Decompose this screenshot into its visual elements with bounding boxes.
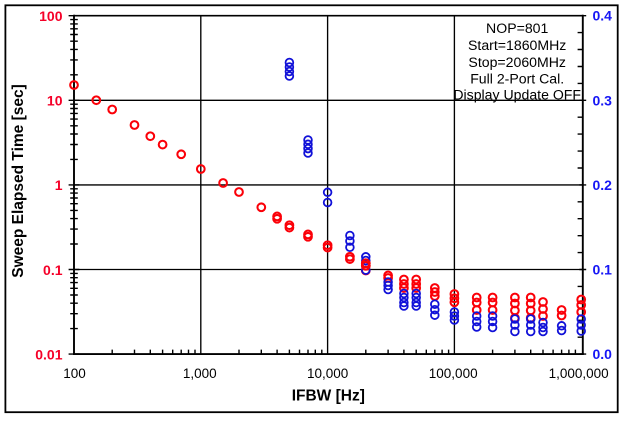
svg-text:10: 10 bbox=[47, 93, 63, 109]
svg-text:0.2: 0.2 bbox=[593, 177, 613, 193]
svg-text:100,000: 100,000 bbox=[429, 366, 478, 381]
svg-text:IFBW [Hz]: IFBW [Hz] bbox=[292, 388, 365, 405]
svg-text:Full 2-Port Cal.: Full 2-Port Cal. bbox=[470, 71, 564, 87]
svg-text:NOP=801: NOP=801 bbox=[486, 20, 548, 36]
svg-text:1,000: 1,000 bbox=[183, 366, 217, 381]
svg-text:Display Update OFF: Display Update OFF bbox=[453, 87, 581, 103]
svg-text:0.01: 0.01 bbox=[35, 346, 62, 362]
svg-text:0.1: 0.1 bbox=[593, 262, 613, 278]
svg-text:1: 1 bbox=[55, 177, 63, 193]
svg-text:0.0: 0.0 bbox=[593, 346, 613, 362]
svg-text:Stop=2060MHz: Stop=2060MHz bbox=[468, 54, 566, 70]
svg-text:1,000,000: 1,000,000 bbox=[549, 366, 609, 381]
svg-text:Sweep Elapsed Time [sec]: Sweep Elapsed Time [sec] bbox=[10, 84, 27, 278]
svg-text:0.4: 0.4 bbox=[593, 8, 613, 24]
svg-text:0.3: 0.3 bbox=[593, 92, 613, 108]
svg-text:Start=1860MHz: Start=1860MHz bbox=[468, 37, 566, 53]
svg-text:100: 100 bbox=[63, 366, 86, 381]
svg-text:10,000: 10,000 bbox=[307, 366, 348, 381]
svg-text:0.1: 0.1 bbox=[43, 262, 63, 278]
svg-text:100: 100 bbox=[39, 8, 63, 24]
